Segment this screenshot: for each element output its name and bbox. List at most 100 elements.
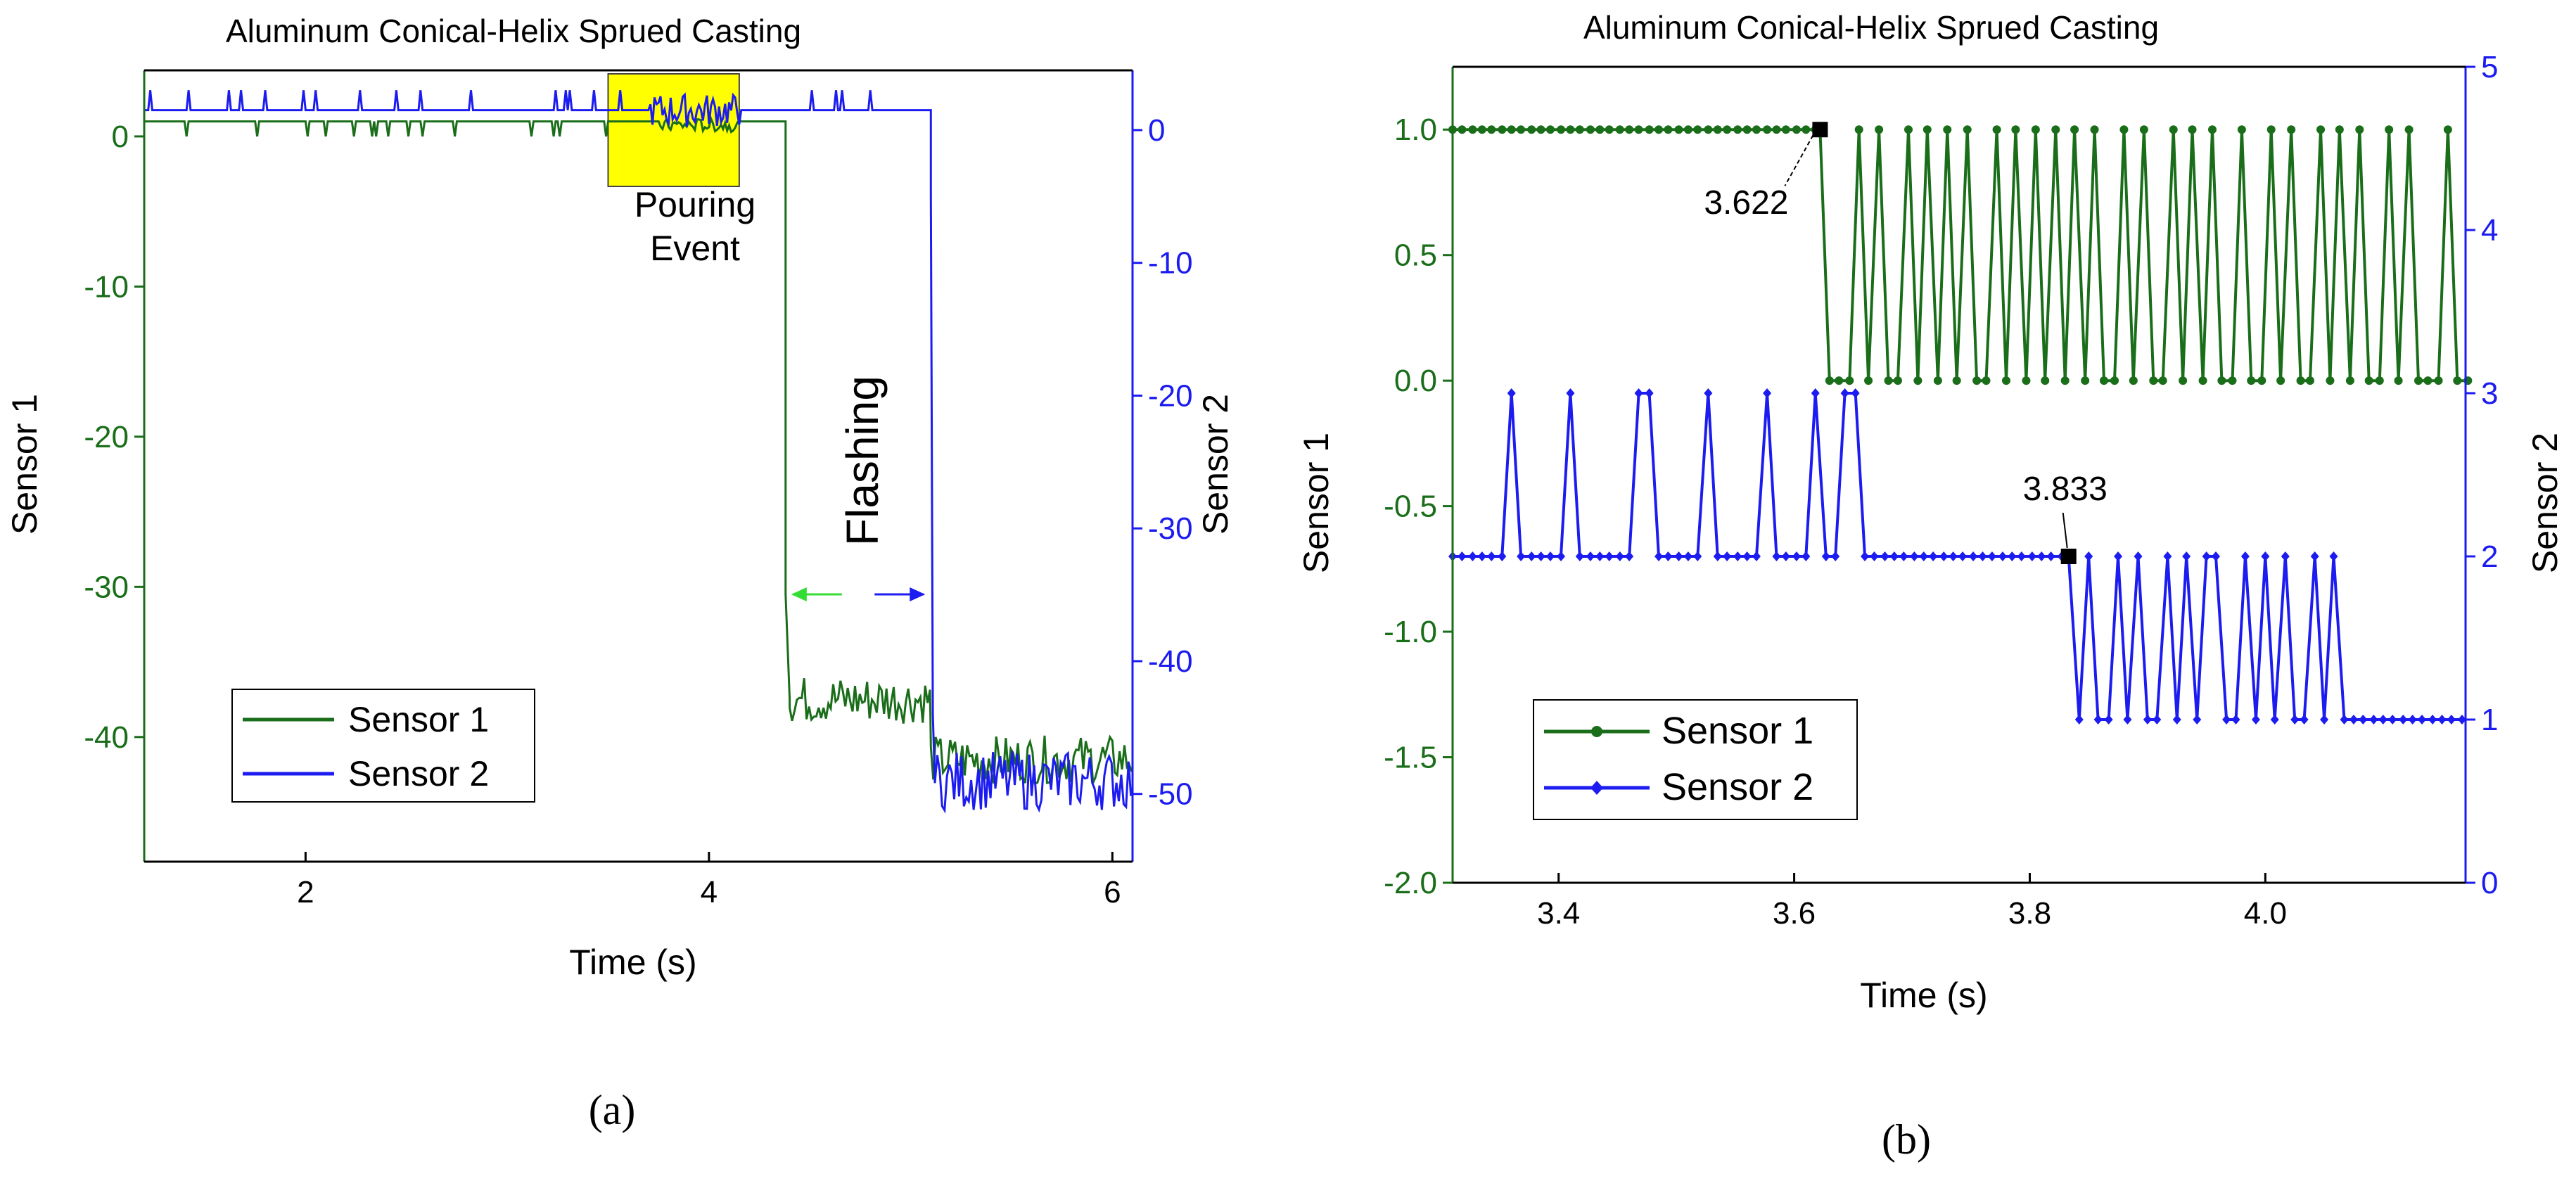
pouring-event-highlight xyxy=(607,73,740,187)
sensor1-point xyxy=(1982,376,1991,385)
sensor2-point xyxy=(1752,551,1761,561)
sensor1-point xyxy=(1713,125,1722,134)
sensor2-point xyxy=(2143,715,2152,724)
sensor1-point xyxy=(1972,376,1982,385)
sensor2-point xyxy=(1654,551,1664,561)
sensor1-point xyxy=(2090,125,2099,134)
sensor2-point xyxy=(2378,715,2387,724)
panel-b-legend-box xyxy=(1533,699,1858,820)
sensor2-point xyxy=(1683,551,1692,561)
sensor1-point xyxy=(1742,125,1752,134)
sensor2-point xyxy=(1704,388,1713,398)
sensor2-point xyxy=(1969,551,1978,561)
panel-b-y-right-tick-label: 0 xyxy=(2481,866,2498,900)
sensor2-point xyxy=(1586,551,1595,561)
panel-b-y-left-tick-label: -0.5 xyxy=(1384,490,1437,524)
panel-b-x-tick-label: 3.8 xyxy=(2008,896,2051,931)
panel-a-legend: Sensor 1 Sensor 2 xyxy=(231,689,535,803)
sensor2-point xyxy=(1949,551,1958,561)
sensor1-point xyxy=(1772,125,1781,134)
panel-a-y-axis-label-left: Sensor 1 xyxy=(5,394,44,535)
sensor1-point xyxy=(2139,125,2148,134)
sensor2-point xyxy=(2408,715,2417,724)
sensor2-point xyxy=(1929,551,1938,561)
sensor2-point xyxy=(2134,551,2143,561)
sensor1-point xyxy=(2217,376,2226,385)
panel-b-y-right-tick-label: 3 xyxy=(2481,376,2498,411)
sensor1-point xyxy=(2276,376,2285,385)
sensor1-point xyxy=(1781,125,1790,134)
sensor2-point xyxy=(1880,551,1889,561)
sensor2-point xyxy=(1566,388,1575,398)
sensor2-point xyxy=(1910,551,1919,561)
sensor1-point xyxy=(1507,125,1516,134)
sensor1-point xyxy=(2335,125,2344,134)
panel-b-y-left-tick-label: 0.0 xyxy=(1394,364,1437,398)
sensor2-point xyxy=(2399,715,2408,724)
sensor2-point xyxy=(2104,715,2113,724)
panel-b-x-tick-label: 4.0 xyxy=(2244,896,2287,931)
sensor1-point xyxy=(2198,376,2207,385)
sensor2-point xyxy=(1605,551,1614,561)
sensor1-point xyxy=(1557,125,1566,134)
panel-b-y-right-tick-label: 5 xyxy=(2481,50,2498,84)
sensor1-point xyxy=(2179,376,2188,385)
sensor1-point xyxy=(2385,125,2394,134)
sensor1-point xyxy=(1477,125,1486,134)
sensor1-point xyxy=(2060,376,2070,385)
sensor2-point xyxy=(2418,715,2427,724)
sensor2-point xyxy=(1468,551,1477,561)
sensor1-point xyxy=(1952,376,1961,385)
sensor1-point xyxy=(2247,376,2256,385)
sensor2-point xyxy=(1674,551,1683,561)
sensor2-point xyxy=(2359,715,2368,724)
sensor1-point xyxy=(2443,125,2452,134)
series-sensor1-line-a xyxy=(144,115,1133,785)
sensor2-point xyxy=(2349,715,2358,724)
sensor1-point xyxy=(2345,376,2354,385)
panel-a-plot-area xyxy=(607,73,740,187)
sensor2-point xyxy=(1889,551,1899,561)
sensor2-point xyxy=(2437,715,2447,724)
panel-a-legend-sensor1-label: Sensor 1 xyxy=(348,700,489,739)
sensor1-point xyxy=(1992,125,2001,134)
sensor1-point xyxy=(1664,125,1673,134)
panel-b-series-group xyxy=(1448,125,2473,724)
sensor1-point xyxy=(2434,376,2443,385)
sensor1-point xyxy=(1943,125,1952,134)
sensor1-point xyxy=(2188,125,2197,134)
panel-b-y-right-tick-label: 4 xyxy=(2481,213,2498,248)
sensor1-point xyxy=(2119,125,2129,134)
sensor2-point xyxy=(2046,551,2055,561)
sensor1-point xyxy=(1586,125,1595,134)
panel-a-y-right-tick-label: -40 xyxy=(1148,644,1193,679)
sensor2-point xyxy=(1575,551,1584,561)
panel-b-y-axis-label-right: Sensor 2 xyxy=(2525,433,2565,573)
sensor2-point xyxy=(2212,551,2221,561)
sensor2-point xyxy=(2388,715,2397,724)
panel-a-y-left-tick-label: -40 xyxy=(84,720,129,755)
sensor1-point xyxy=(1802,125,1811,134)
panel-b-y-right-tick-label: 1 xyxy=(2481,703,2498,737)
panel-b-y-left-tick-label: -1.5 xyxy=(1384,741,1437,775)
panel-a-y-right-tick-label: -10 xyxy=(1148,246,1193,281)
sensor1-point xyxy=(2305,376,2314,385)
sensor1-point xyxy=(1595,125,1605,134)
sensor1-point xyxy=(1498,125,1507,134)
sensor2-point xyxy=(1831,551,1840,561)
sensor2-point xyxy=(2281,551,2290,561)
sensor2-point xyxy=(1840,388,1849,398)
sensor2-point xyxy=(2457,715,2466,724)
sensor2-point xyxy=(1634,388,1643,398)
panel-a-title: Aluminum Conical-Helix Sprued Casting xyxy=(226,13,801,49)
panel-a-y-right-tick-label: -20 xyxy=(1148,378,1193,413)
sensor1-point xyxy=(1654,125,1664,134)
sensor1-point xyxy=(2404,125,2414,134)
sensor1-point xyxy=(1854,125,1863,134)
sensor2-point xyxy=(2027,551,2036,561)
sensor2-point xyxy=(2270,715,2279,724)
sensor1-point xyxy=(1893,376,1902,385)
sensor2-point xyxy=(1772,551,1781,561)
sensor2-point xyxy=(2290,715,2300,724)
